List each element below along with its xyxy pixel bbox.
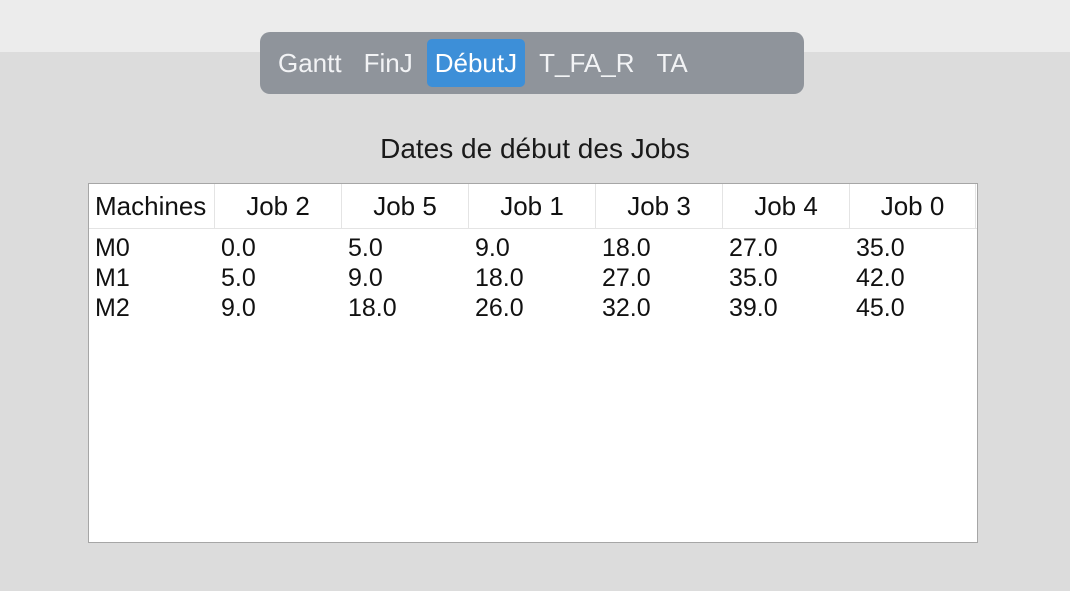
table-cell: M1 [95,264,130,292]
tab-t-fa-r[interactable]: T_FA_R [539,48,635,78]
tab-gantt[interactable]: Gantt [278,48,342,78]
table-header-row: Machines Job 2 Job 5 Job 1 Job 3 Job 4 J… [89,184,977,229]
table-cell: 45.0 [856,294,905,322]
table-cell: 42.0 [856,264,905,292]
table-cell: M0 [95,234,130,262]
tab-bar: Gantt FinJ DébutJ T_FA_R TA [260,32,804,94]
tab-debutj[interactable]: DébutJ [426,39,526,87]
table-cell: 9.0 [475,234,510,262]
table-cell: M2 [95,294,130,322]
table-row[interactable]: M0 0.0 5.0 9.0 18.0 27.0 35.0 [89,233,977,263]
table-cell: 18.0 [475,264,524,292]
tab-ta[interactable]: TA [656,48,688,78]
table-cell: 35.0 [729,264,778,292]
column-header-job-4[interactable]: Job 4 [723,184,850,228]
tab-finj[interactable]: FinJ [363,48,413,78]
column-header-job-3[interactable]: Job 3 [596,184,723,228]
table-cell: 18.0 [348,294,397,322]
column-header-job-1[interactable]: Job 1 [469,184,596,228]
table-cell: 27.0 [729,234,778,262]
table-cell: 26.0 [475,294,524,322]
table-cell: 9.0 [221,294,256,322]
table-cell: 9.0 [348,264,383,292]
table-cell: 27.0 [602,264,651,292]
table-cell: 32.0 [602,294,651,322]
table-body: M0 0.0 5.0 9.0 18.0 27.0 35.0 M1 5.0 9.0… [89,229,977,323]
start-dates-table[interactable]: Machines Job 2 Job 5 Job 1 Job 3 Job 4 J… [88,183,978,543]
table-row[interactable]: M1 5.0 9.0 18.0 27.0 35.0 42.0 [89,263,977,293]
table-cell: 35.0 [856,234,905,262]
column-header-machines[interactable]: Machines [89,184,215,228]
table-cell: 39.0 [729,294,778,322]
table-cell: 5.0 [348,234,383,262]
table-row[interactable]: M2 9.0 18.0 26.0 32.0 39.0 45.0 [89,293,977,323]
column-header-job-2[interactable]: Job 2 [215,184,342,228]
table-cell: 0.0 [221,234,256,262]
section-title: Dates de début des Jobs [380,133,690,164]
column-header-job-5[interactable]: Job 5 [342,184,469,228]
column-header-job-0[interactable]: Job 0 [850,184,976,228]
table-cell: 5.0 [221,264,256,292]
table-cell: 18.0 [602,234,651,262]
